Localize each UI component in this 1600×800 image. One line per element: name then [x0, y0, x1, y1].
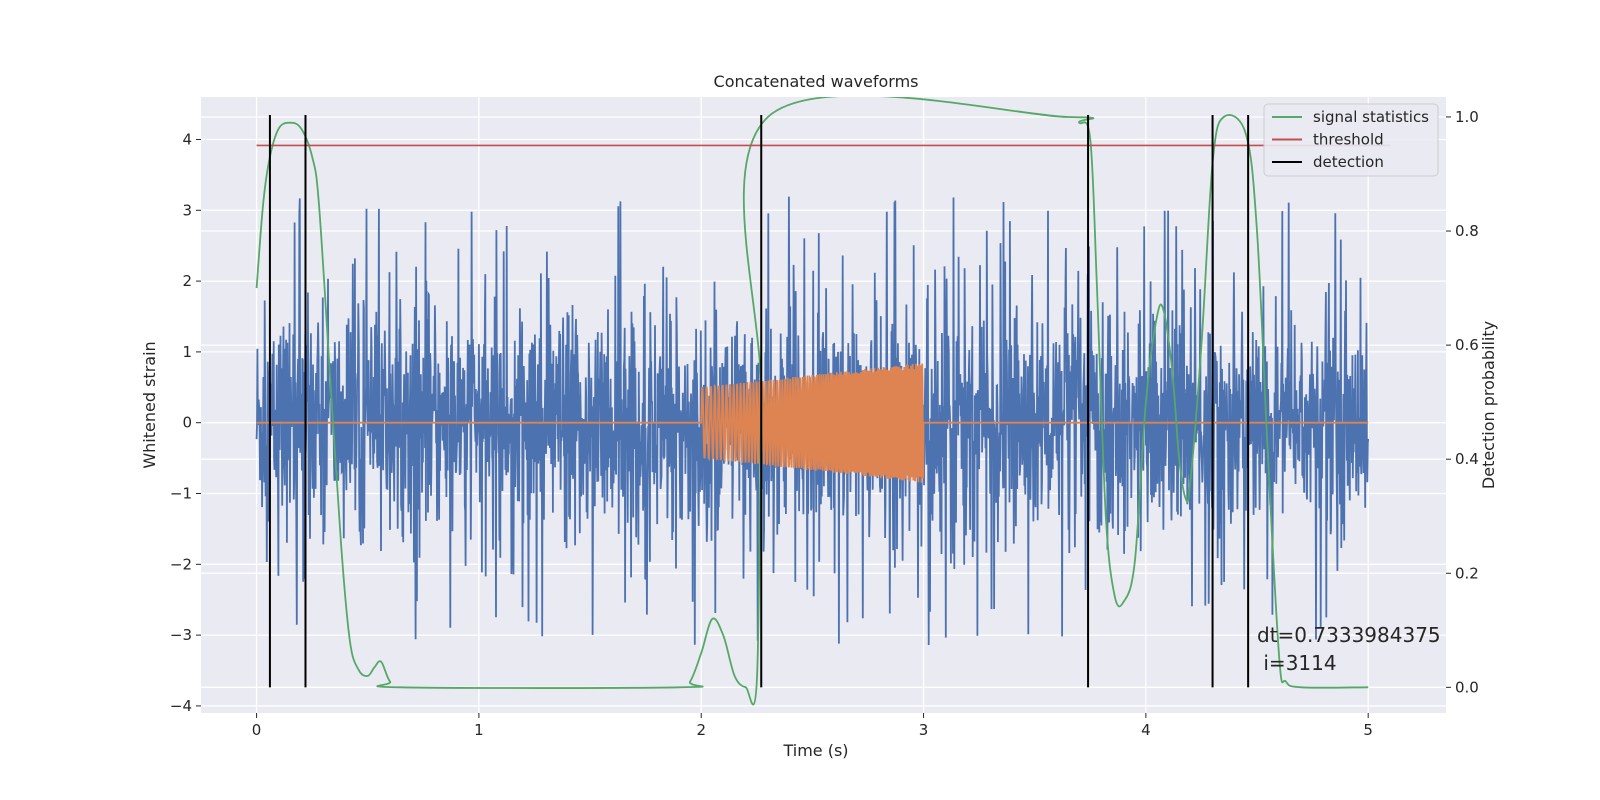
y2-axis-ticks: 0.0 0.2 0.4 0.6 0.8 1.0 — [1446, 108, 1479, 696]
y-tick-label: 3 — [182, 201, 192, 219]
signal-statistics-series — [255, 97, 1369, 706]
y2-axis-label: Detection probability — [1479, 321, 1498, 489]
y-tick-label: 2 — [182, 272, 192, 290]
y-tick-label: −2 — [170, 555, 192, 573]
y-tick-label: −1 — [170, 485, 192, 503]
x-axis-label: Time (s) — [782, 741, 848, 760]
y-tick-label: 0 — [182, 414, 192, 432]
annotation: dt=0.7333984375 i=3114 — [1257, 623, 1441, 675]
x-tick-label: 3 — [919, 721, 929, 739]
x-tick-label: 5 — [1363, 721, 1373, 739]
x-tick-label: 2 — [696, 721, 706, 739]
y2-tick-label: 0.6 — [1455, 336, 1479, 354]
template-series — [256, 363, 1369, 483]
y2-tick-label: 0.2 — [1455, 564, 1479, 582]
legend-box — [1263, 103, 1439, 177]
legend: signal statistics threshold detection — [1263, 103, 1439, 177]
x-tick-label: 1 — [474, 721, 484, 739]
y-tick-label: −4 — [170, 697, 192, 715]
x-tick-label: 4 — [1141, 721, 1151, 739]
y-axis-ticks: −4 −3 −2 −1 0 1 2 3 4 — [170, 130, 201, 715]
y2-tick-label: 0.4 — [1455, 450, 1479, 468]
y2-tick-label: 0.8 — [1455, 222, 1479, 240]
y-axis-label: Whitened strain — [140, 341, 159, 468]
y-tick-label: −3 — [170, 626, 192, 644]
chart-title: Concatenated waveforms — [714, 72, 919, 91]
legend-label: signal statistics — [1313, 108, 1429, 126]
legend-label: threshold — [1313, 131, 1384, 149]
legend-label: detection — [1313, 153, 1384, 171]
y-tick-label: 4 — [182, 130, 192, 148]
y2-tick-label: 0.0 — [1455, 678, 1479, 696]
annotation-index: i=3114 — [1257, 651, 1337, 675]
annotation-dt: dt=0.7333984375 — [1257, 623, 1441, 647]
y-tick-label: 1 — [182, 343, 192, 361]
x-tick-label: 0 — [252, 721, 262, 739]
x-axis-ticks: 0 1 2 3 4 5 — [252, 713, 1373, 739]
y2-tick-label: 1.0 — [1455, 108, 1479, 126]
